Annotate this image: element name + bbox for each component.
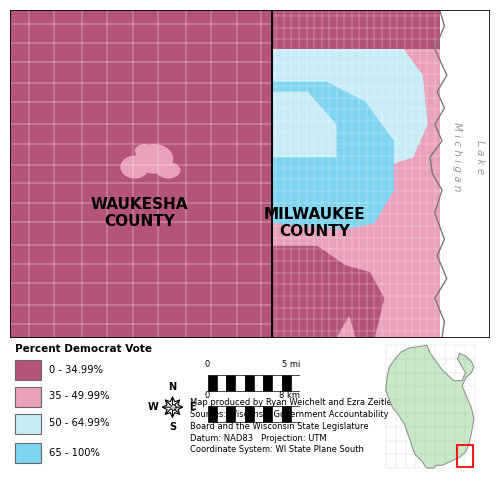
Text: 50 - 64.99%: 50 - 64.99%	[49, 418, 110, 428]
Polygon shape	[272, 49, 428, 167]
Text: 65 - 100%: 65 - 100%	[49, 448, 100, 458]
Text: WAUKESHA
COUNTY: WAUKESHA COUNTY	[91, 197, 188, 229]
Bar	[236, 406, 244, 422]
Ellipse shape	[135, 144, 154, 157]
Text: 35 - 49.99%: 35 - 49.99%	[49, 391, 110, 401]
Text: 0: 0	[205, 360, 210, 369]
Bar	[254, 406, 263, 422]
Bar	[217, 406, 226, 422]
Text: 8 km: 8 km	[279, 391, 300, 400]
Bar	[263, 406, 272, 422]
Bar	[217, 375, 226, 391]
Text: 5 mi: 5 mi	[282, 360, 300, 369]
FancyBboxPatch shape	[15, 414, 41, 434]
Bar	[226, 406, 235, 422]
Bar	[208, 406, 217, 422]
Bar	[458, 445, 472, 467]
Text: Map produced by Ryan Weichelt and Ezra Zeitler
Sources: Wisconsin Government Acc: Map produced by Ryan Weichelt and Ezra Z…	[190, 398, 396, 455]
FancyBboxPatch shape	[15, 387, 41, 407]
Polygon shape	[346, 265, 385, 338]
Polygon shape	[298, 223, 440, 338]
Text: 0: 0	[205, 391, 210, 400]
Bar	[282, 406, 291, 422]
Text: N: N	[168, 382, 176, 392]
Bar	[272, 10, 440, 338]
Polygon shape	[272, 246, 355, 338]
Bar	[244, 375, 254, 391]
Bar	[236, 375, 244, 391]
Bar	[440, 10, 490, 338]
Bar	[272, 406, 281, 422]
Polygon shape	[272, 10, 440, 49]
Polygon shape	[272, 91, 336, 157]
Text: S: S	[169, 422, 176, 432]
Text: W: W	[148, 402, 158, 412]
Bar	[282, 375, 291, 391]
Bar	[272, 375, 281, 391]
FancyBboxPatch shape	[15, 360, 41, 380]
Bar	[226, 375, 235, 391]
Bar	[263, 375, 272, 391]
Ellipse shape	[135, 144, 173, 174]
Bar	[254, 375, 263, 391]
Bar	[208, 375, 217, 391]
Text: L a k e

M i c h i g a n: L a k e M i c h i g a n	[452, 123, 485, 192]
Bar	[291, 406, 300, 422]
Ellipse shape	[156, 162, 180, 179]
Ellipse shape	[120, 156, 149, 179]
Bar	[244, 406, 254, 422]
Text: E: E	[189, 402, 196, 412]
FancyBboxPatch shape	[15, 444, 41, 464]
Text: MILWAUKEE
COUNTY: MILWAUKEE COUNTY	[264, 206, 366, 239]
Bar	[291, 375, 300, 391]
Polygon shape	[272, 82, 394, 229]
Polygon shape	[386, 345, 474, 468]
Text: 0 - 34.99%: 0 - 34.99%	[49, 365, 103, 375]
Text: Percent Democrat Vote: Percent Democrat Vote	[15, 344, 152, 354]
